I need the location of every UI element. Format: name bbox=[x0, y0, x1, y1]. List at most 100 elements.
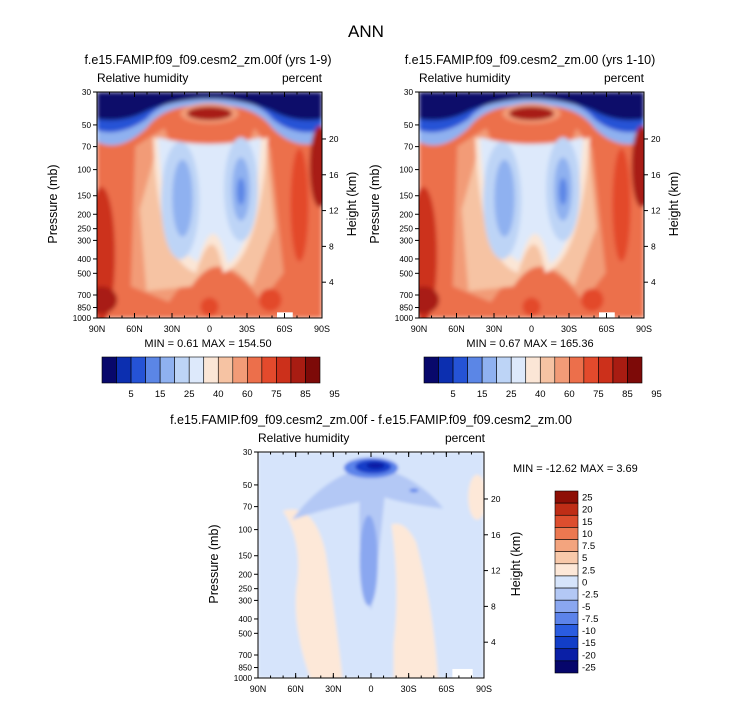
panel-diff-band bbox=[468, 474, 484, 520]
panel-diff-xtick-label: 90N bbox=[250, 684, 267, 694]
panel-test-axes: 90N 60N 30N 0 30S 60S 90S 30 50 70 100 150 200 250 300… bbox=[73, 88, 339, 334]
panel-diff-left-label: Relative humidity bbox=[258, 431, 349, 445]
panel-test-colorbar-swatch bbox=[101, 356, 117, 384]
panel-control-ytick-label: 30 bbox=[404, 88, 414, 97]
panel-control-band bbox=[509, 106, 554, 121]
panel-test-y2tick-label: 12 bbox=[329, 206, 339, 216]
panel-control-y2label: Height (km) bbox=[667, 172, 681, 237]
panel-diff-band bbox=[282, 509, 343, 678]
panel-diff-colorbar-label: 5 bbox=[582, 553, 587, 564]
panel-test: f.e15.FAMIP.f09_f09.cesm2_zm.00f (yrs 1-… bbox=[46, 53, 359, 400]
panel-test-colorbar-swatch bbox=[276, 356, 292, 384]
panel-control-ylabel: Pressure (mb) bbox=[368, 164, 382, 243]
panel-diff-y2tick-label: 4 bbox=[491, 637, 496, 647]
panel-control-colorbar-swatch bbox=[554, 356, 570, 384]
panel-diff-xtick-label: 30S bbox=[401, 684, 417, 694]
panel-diff-ytick-label: 200 bbox=[238, 570, 252, 579]
panel-test-xtick-label: 90S bbox=[314, 324, 330, 334]
panel-diff-colorbar-swatch bbox=[554, 624, 579, 637]
panel-diff-colorbar-swatch bbox=[554, 563, 579, 577]
panel-test-xtick-label: 0 bbox=[207, 324, 212, 334]
panel-control-ytick-label: 400 bbox=[399, 255, 413, 264]
panel-control-ytick-label: 850 bbox=[399, 304, 413, 313]
panel-diff-colorbar-swatch bbox=[554, 612, 579, 625]
panel-control-colorbar-label: 5 bbox=[450, 389, 455, 400]
panel-diff-field bbox=[258, 452, 484, 678]
panel-control-xtick-label: 60N bbox=[448, 324, 465, 334]
panel-control-band bbox=[522, 297, 541, 316]
panel-test-y2tick-label: 16 bbox=[329, 170, 339, 180]
panel-diff-colorbar-label: 7.5 bbox=[582, 541, 595, 552]
panel-control-colorbar-label: 60 bbox=[564, 389, 575, 400]
panel-diff-colorbar-swatch bbox=[554, 490, 579, 504]
panel-test-right-label: percent bbox=[282, 71, 323, 85]
panel-test-band bbox=[187, 106, 232, 121]
panel-control-y2tick-label: 8 bbox=[651, 241, 656, 251]
panel-test-colorbar-swatch bbox=[247, 356, 263, 384]
panel-control-colorbar-swatch bbox=[438, 356, 454, 384]
panel-test-band bbox=[309, 125, 322, 208]
panel-diff-colorbar-label: -15 bbox=[582, 638, 596, 649]
figure-title: ANN bbox=[348, 22, 384, 41]
panel-control-band bbox=[631, 125, 644, 208]
panel-diff-colorbar-label: 0 bbox=[582, 578, 587, 589]
panel-test-xtick-label: 60N bbox=[126, 324, 143, 334]
panel-test-colorbar-label: 40 bbox=[213, 389, 224, 400]
panel-test-ytick-label: 200 bbox=[77, 210, 91, 219]
panel-test-ytick-label: 500 bbox=[77, 269, 91, 278]
panel-diff-ytick-label: 30 bbox=[243, 448, 253, 457]
panel-diff-colorbar-label: 2.5 bbox=[582, 565, 595, 576]
panel-diff-xtick-label: 0 bbox=[368, 684, 373, 694]
panel-diff-colorbar-swatch bbox=[554, 648, 579, 662]
panel-diff-ylabel: Pressure (mb) bbox=[207, 524, 221, 603]
panel-diff-colorbar-swatch bbox=[554, 502, 579, 516]
panel-control-xtick-label: 90N bbox=[411, 324, 428, 334]
panel-test-colorbar-swatch bbox=[188, 356, 205, 384]
panel-control-right-label: percent bbox=[604, 71, 645, 85]
panel-test-colorbar-label: 5 bbox=[128, 389, 133, 400]
panel-control-y2tick-label: 16 bbox=[651, 170, 661, 180]
panel-test-colorbar-swatch bbox=[159, 356, 175, 384]
panel-control-xtick-label: 60S bbox=[598, 324, 614, 334]
panel-test-ytick-label: 150 bbox=[77, 192, 91, 201]
panel-control-band bbox=[612, 148, 631, 262]
panel-control-band bbox=[494, 159, 515, 237]
panel-diff-colorbar-swatch bbox=[554, 539, 579, 552]
panel-control-colorbar-swatch bbox=[452, 356, 468, 384]
panel-test-colorbar-swatch bbox=[116, 356, 132, 384]
panel-diff-colorbar-swatch bbox=[554, 587, 579, 601]
panel-control-y2tick-label: 20 bbox=[651, 134, 661, 144]
panel-test-band bbox=[172, 159, 193, 237]
panel-diff-band bbox=[366, 462, 385, 469]
panel-diff-colorbar-label: 15 bbox=[582, 517, 593, 528]
panel-control-colorbar: 5 15 25 40 60 75 85 95 bbox=[423, 356, 662, 400]
panel-diff-band bbox=[409, 488, 419, 493]
panel-control-colorbar-swatch bbox=[467, 356, 483, 384]
panel-test-ytick-label: 250 bbox=[77, 225, 91, 234]
panel-diff-y2tick-label: 12 bbox=[491, 566, 501, 576]
panel-test-ytick-label: 400 bbox=[77, 255, 91, 264]
panel-diff-mask bbox=[452, 668, 473, 678]
panel-control-band bbox=[419, 286, 440, 314]
panel-control-xtick-label: 30N bbox=[486, 324, 503, 334]
panel-diff-stats: MIN = -12.62 MAX = 3.69 bbox=[513, 463, 638, 475]
panel-diff-colorbar-label: 20 bbox=[582, 505, 593, 516]
panel-control-xtick-label: 0 bbox=[529, 324, 534, 334]
panel-test-ytick-label: 70 bbox=[82, 143, 92, 152]
panel-diff-ytick-label: 850 bbox=[238, 664, 252, 673]
panel-control-field bbox=[419, 92, 644, 318]
panel-diff-ytick-label: 70 bbox=[243, 503, 253, 512]
panel-diff-ytick-label: 300 bbox=[238, 596, 252, 605]
panel-test-colorbar-swatch bbox=[305, 356, 321, 384]
panel-diff-colorbar-swatch bbox=[554, 575, 579, 589]
panel-test-colorbar-label: 60 bbox=[242, 389, 253, 400]
panel-test-band bbox=[97, 92, 322, 121]
panel-diff-colorbar-label: -7.5 bbox=[582, 614, 598, 625]
panel-test-ytick-label: 300 bbox=[77, 236, 91, 245]
panel-control-title: f.e15.FAMIP.f09_f09.cesm2_zm.00 (yrs 1-1… bbox=[405, 53, 656, 67]
panel-test-colorbar-swatch bbox=[261, 356, 277, 384]
panel-test-colorbar-swatch bbox=[145, 356, 161, 384]
panel-test-field bbox=[97, 92, 322, 318]
panel-test-ytick-label: 850 bbox=[77, 304, 91, 313]
